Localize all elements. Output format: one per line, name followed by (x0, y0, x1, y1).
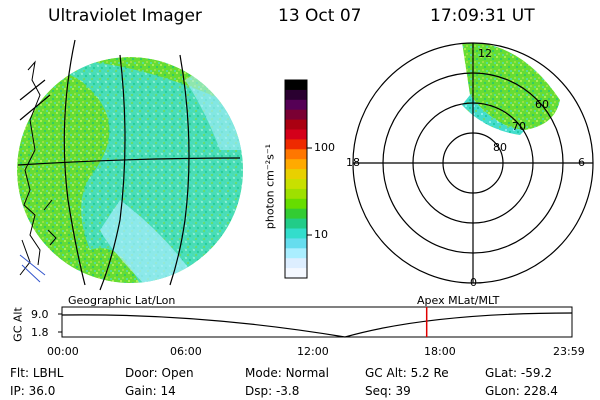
status-field: Flt: LBHL (10, 366, 63, 380)
status-field-value: LBHL (32, 366, 64, 380)
color-scale-bar (285, 80, 307, 279)
lat-label-80: 80 (493, 141, 507, 154)
time-tick-0000: 00:00 (47, 345, 79, 358)
polar-auroral-data (462, 43, 560, 135)
time-tick-1200: 12:00 (297, 345, 329, 358)
status-field-value: 36.0 (28, 384, 56, 398)
color-scale-segment (285, 99, 307, 111)
status-field: Dsp: -3.8 (245, 384, 299, 398)
observation-time: 17:09:31 UT (430, 6, 535, 26)
status-field-label: GLat: (485, 366, 521, 380)
color-scale-segment (285, 238, 307, 249)
status-field-value: 228.4 (523, 384, 558, 398)
lat-label-60: 60 (535, 98, 549, 111)
color-scale-segment (285, 119, 307, 130)
color-scale-segment (285, 169, 307, 180)
status-field-label: IP: (10, 384, 29, 398)
status-field: GC Alt: 5.2 Re (365, 366, 449, 380)
color-scale-segment (285, 188, 307, 200)
color-scale-segment (285, 198, 307, 210)
observation-date: 13 Oct 07 (278, 6, 362, 26)
status-field: Gain: 14 (125, 384, 176, 398)
time-tick-2359: 23:59 (553, 345, 585, 358)
altitude-tick-high: 9.0 (31, 308, 49, 321)
mlt-label-6: 6 (578, 156, 585, 169)
apex-grid-label: Apex MLat/MLT (417, 294, 500, 307)
status-field-value: -59.2 (520, 366, 552, 380)
color-tick-10: 10 (314, 228, 328, 241)
color-scale-segment (285, 268, 307, 279)
status-field-label: Gain: (125, 384, 161, 398)
status-field-label: GC Alt: (365, 366, 411, 380)
status-field-value: 5.2 Re (410, 366, 449, 380)
color-scale-segment (285, 218, 307, 229)
color-scale-segment (285, 228, 307, 239)
color-scale-segment (285, 129, 307, 140)
color-scale-segment (285, 89, 307, 101)
altitude-tick-low: 1.8 (31, 326, 49, 339)
color-scale-segment (285, 159, 307, 170)
status-field-label: GLon: (485, 384, 524, 398)
geographic-grid (17, 39, 241, 291)
color-scale-segment (285, 80, 307, 91)
lat-label-70: 70 (512, 120, 526, 133)
status-field: Mode: Normal (245, 366, 329, 380)
status-field-label: Door: (125, 366, 162, 380)
status-field: Seq: 39 (365, 384, 411, 398)
color-tick-100: 100 (314, 141, 335, 154)
status-field-value: Open (161, 366, 194, 380)
altitude-curve (61, 312, 573, 338)
status-field-label: Flt: (10, 366, 33, 380)
status-field: IP: 36.0 (10, 384, 55, 398)
coastline (19, 60, 57, 276)
status-field: GLat: -59.2 (485, 366, 552, 380)
color-scale-segment (285, 248, 307, 259)
status-field: GLon: 228.4 (485, 384, 558, 398)
mlt-label-12: 12 (478, 47, 492, 60)
color-scale-segment (285, 109, 307, 121)
status-field-value: -3.8 (275, 384, 300, 398)
geographic-grid-blue (19, 254, 46, 283)
status-field: Door: Open (125, 366, 194, 380)
status-field-label: Seq: (365, 384, 396, 398)
color-scale-segment (285, 149, 307, 160)
color-scale-segment (285, 208, 307, 220)
polar-grid (352, 42, 594, 284)
mlt-label-0: 0 (470, 276, 477, 289)
color-scale-segment (285, 258, 307, 269)
color-scale-segment (285, 139, 307, 150)
status-field-label: Dsp: (245, 384, 276, 398)
mlt-label-18: 18 (346, 156, 360, 169)
time-tick-0600: 06:00 (170, 345, 202, 358)
geographic-grid-label: Geographic Lat/Lon (68, 294, 176, 307)
status-field-label: Mode: (245, 366, 286, 380)
instrument-title: Ultraviolet Imager (48, 6, 202, 26)
time-tick-1800: 18:00 (424, 345, 456, 358)
color-scale-segment (285, 179, 307, 190)
status-field-value: Normal (285, 366, 329, 380)
auroral-image (17, 57, 243, 283)
status-field-value: 14 (160, 384, 176, 398)
status-field-value: 39 (395, 384, 411, 398)
